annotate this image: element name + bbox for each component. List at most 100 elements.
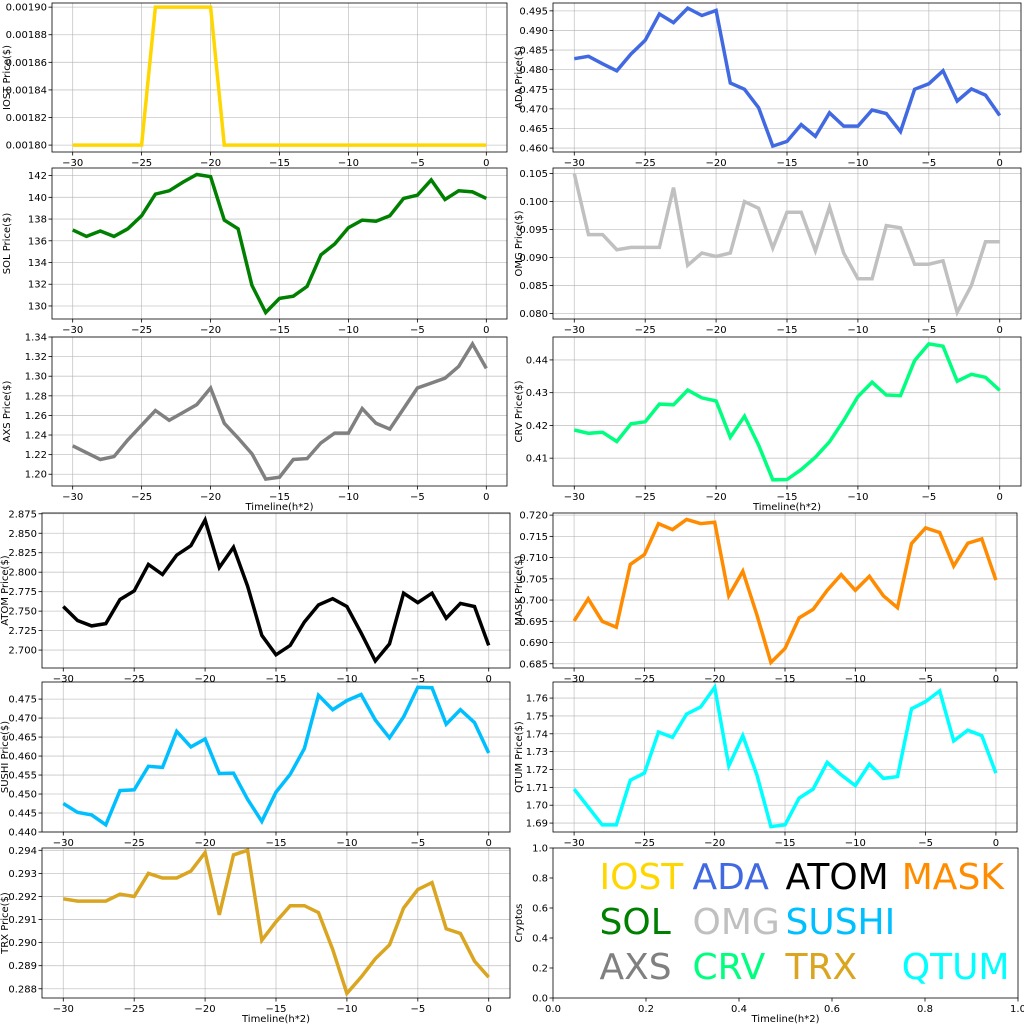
y-tick-label: 0.095 [519, 225, 548, 236]
legend-entry-sol: SOL [600, 902, 671, 943]
y-tick-label: 0.00186 [6, 58, 47, 69]
y-tick-label: 1.76 [526, 694, 548, 705]
y-tick-label: 0.090 [519, 253, 548, 264]
x-tick-label: 0 [997, 325, 1003, 336]
y-tick-label: 140 [28, 193, 47, 204]
y-tick-label: 136 [28, 236, 47, 247]
x-tick-label: 0 [483, 492, 489, 503]
x-tick-label: −20 [706, 158, 727, 169]
x-tick-label: −25 [124, 838, 145, 849]
x-tick-label: −25 [131, 325, 152, 336]
x-tick-label: 0 [997, 492, 1003, 503]
x-tick-label: −15 [269, 325, 290, 336]
y-axis-label: AXS Price($) [2, 381, 13, 443]
axes-frame [552, 847, 1019, 999]
axes-frame [51, 2, 508, 153]
x-axis-label: Timeline(h*2) [750, 1014, 819, 1024]
x-tick-label: −15 [774, 838, 795, 849]
y-axis-label: MASK Price($) [514, 555, 525, 625]
series-line-omg [572, 173, 1000, 318]
x-tick-label: −15 [265, 674, 286, 685]
y-tick-label: 1.28 [25, 391, 47, 402]
y-tick-label: 0.440 [8, 828, 37, 839]
x-tick-label: −10 [847, 158, 868, 169]
x-tick-label: −10 [845, 838, 866, 849]
x-tick-label: −5 [918, 838, 933, 849]
x-tick-label: −15 [776, 158, 797, 169]
x-tick-label: −10 [336, 674, 357, 685]
x-tick-label: −25 [635, 325, 656, 336]
y-tick-label: 0.470 [519, 104, 548, 115]
y-tick-label: 2.750 [8, 607, 37, 618]
legend-entry-trx: TRX [785, 947, 858, 988]
y-tick-label: 2.775 [8, 587, 37, 598]
series-line-ada [574, 5, 1002, 149]
y-tick-label: 0.495 [519, 6, 548, 17]
y-tick-label: 2.875 [8, 509, 37, 520]
panel-crv: −30 −25 −20 −15 −10 −5 0 0.41 0.42 0.43 0.44 CRV Pr… [514, 336, 1022, 513]
legend-entry-iost: IOST [600, 857, 685, 898]
y-tick-label: 1.70 [526, 801, 548, 812]
y-tick-label: 0.460 [8, 752, 37, 763]
y-tick-label: 1.30 [25, 372, 47, 383]
y-tick-label: 0.460 [519, 144, 548, 155]
legend-entry-qtum: QTUM [902, 947, 1010, 988]
x-tick-label: −10 [847, 325, 868, 336]
x-tick-label: −10 [338, 158, 359, 169]
y-tick-label: 0.465 [8, 733, 37, 744]
y-tick-label: 0.6 [532, 904, 548, 915]
x-tick-label: −20 [706, 325, 727, 336]
x-tick-label: −25 [124, 1004, 145, 1015]
x-tick-label: 0 [486, 674, 492, 685]
x-tick-label: −30 [53, 838, 74, 849]
y-tick-label: 1.22 [25, 450, 47, 461]
y-tick-label: 1.73 [526, 747, 548, 758]
y-axis-label: QTUM Price($) [514, 721, 525, 793]
axes-frame [552, 512, 1018, 669]
y-tick-label: 0.00188 [6, 30, 47, 41]
x-tick-label: −5 [921, 325, 936, 336]
y-tick-label: 1.34 [25, 333, 47, 344]
x-tick-label: −15 [269, 158, 290, 169]
y-tick-label: 1.32 [25, 352, 47, 363]
x-tick-label: 0 [483, 325, 489, 336]
y-tick-label: 1.26 [25, 411, 47, 422]
x-tick-label: −20 [704, 838, 725, 849]
x-tick-label: −10 [847, 492, 868, 503]
y-tick-label: 1.0 [532, 844, 548, 855]
axes-frame [552, 2, 1022, 153]
x-tick-label: −25 [635, 492, 656, 503]
y-axis-label: SUSHI Price($) [0, 721, 11, 793]
x-tick-label: −30 [53, 674, 74, 685]
panel-mask: −30 −25 −20 −15 −10 −5 0 0.685 0.690 0.695 0.700 0.… [514, 511, 1018, 685]
y-tick-label: 0.490 [519, 26, 548, 37]
y-tick-label: 0.42 [526, 421, 548, 432]
x-tick-label: −30 [53, 1004, 74, 1015]
x-tick-label: 1.0 [1010, 1004, 1024, 1015]
y-tick-label: 2.800 [8, 568, 37, 579]
y-axis-label: CRV Price($) [514, 380, 525, 442]
x-tick-label: −15 [776, 492, 797, 503]
panel-legend: 0.0 0.2 0.4 0.6 0.8 1.0 0.0 0.2 0.4 0.6 0.8 1.0 Cryp… [514, 844, 1024, 1024]
series-line-axs [71, 340, 488, 481]
y-tick-label: 0.445 [8, 809, 37, 820]
x-tick-label: −30 [564, 492, 585, 503]
x-tick-label: 0 [486, 838, 492, 849]
x-tick-label: −20 [200, 325, 221, 336]
y-tick-label: 0.43 [526, 388, 548, 399]
y-tick-label: 0.8 [532, 874, 548, 885]
series-line-crv [573, 342, 1001, 482]
x-tick-label: −10 [336, 1004, 357, 1015]
y-tick-label: 1.24 [25, 431, 47, 442]
x-tick-label: −10 [338, 492, 359, 503]
y-tick-label: 138 [28, 215, 47, 226]
legend-entry-atom: ATOM [786, 857, 889, 898]
panel-sol: −30 −25 −20 −15 −10 −5 0 130 132 134 136 138 140 142 S… [2, 167, 508, 336]
y-tick-label: 0.4 [532, 934, 548, 945]
x-tick-label: −30 [564, 674, 585, 685]
x-tick-label: −5 [921, 492, 936, 503]
y-axis-label: ATOM Price($) [0, 555, 11, 626]
y-tick-label: 130 [28, 301, 47, 312]
x-axis-label: Timeline(h*2) [244, 502, 313, 513]
